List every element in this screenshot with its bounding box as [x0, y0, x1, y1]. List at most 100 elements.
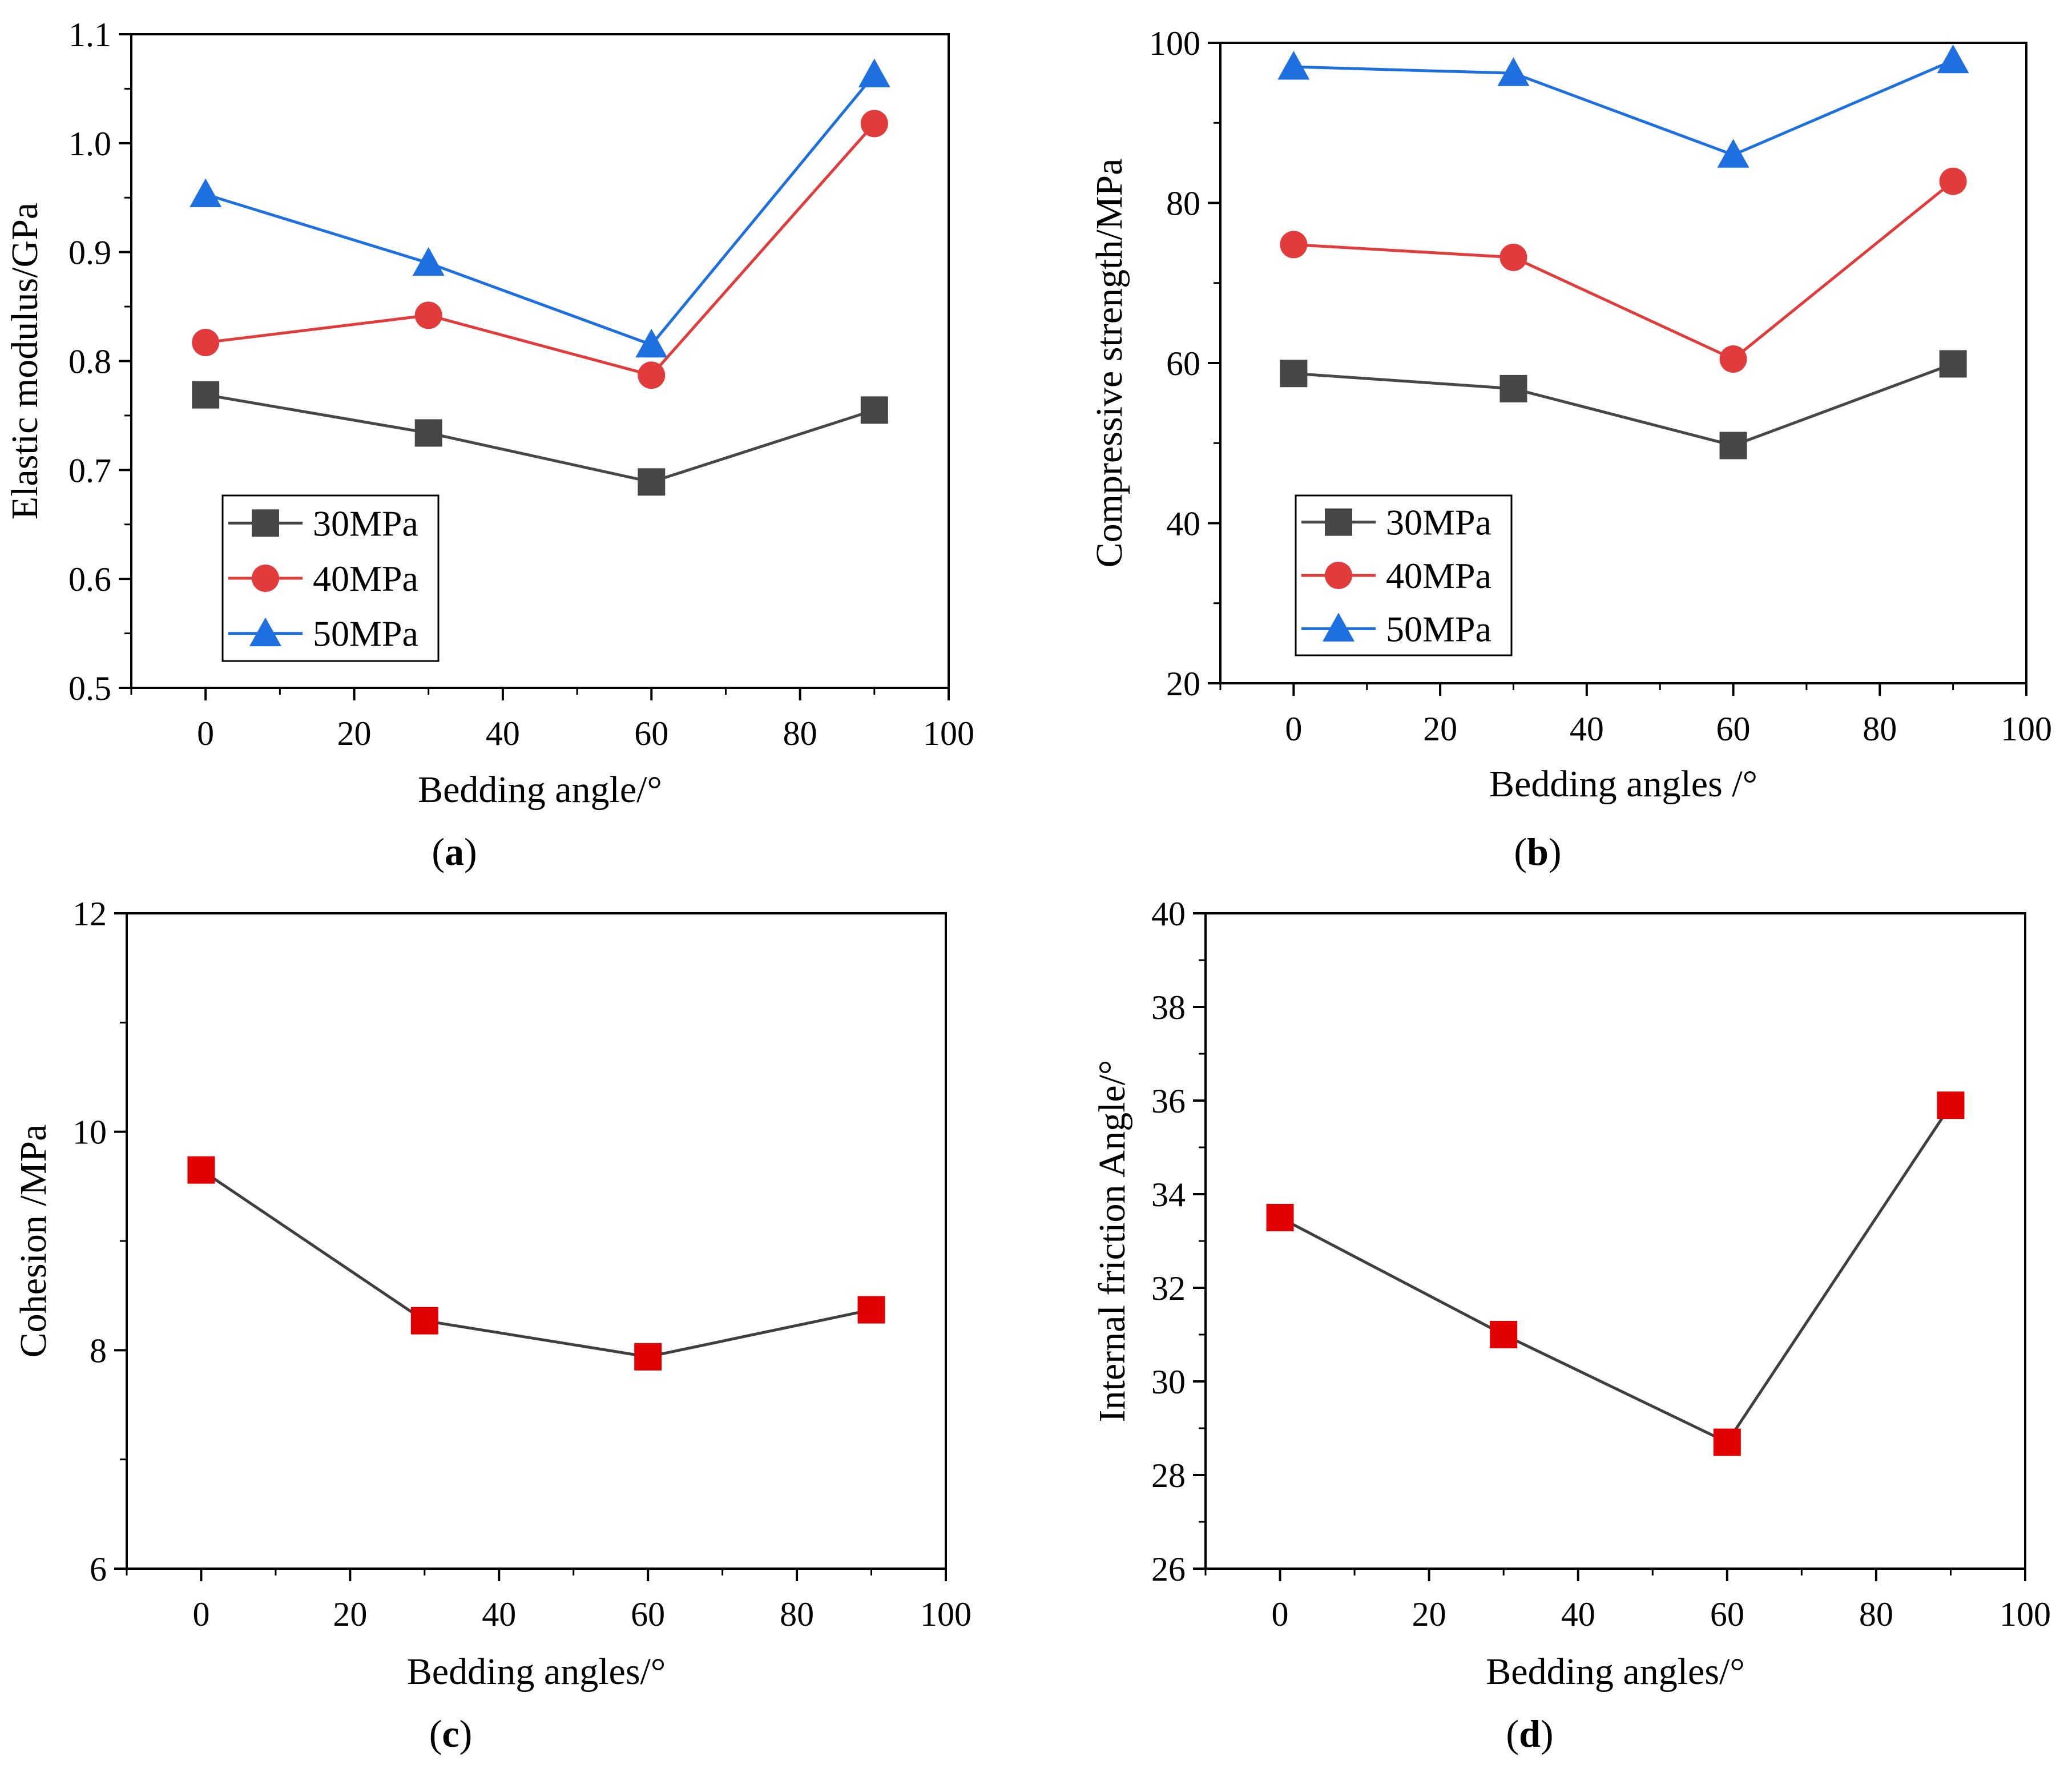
x-tick-label: 40: [482, 1595, 516, 1633]
legend-item: 40MPa: [1301, 555, 1491, 596]
data-point: [858, 58, 890, 88]
legend-item: 50MPa: [228, 614, 418, 654]
y-tick-label: 0.8: [68, 343, 111, 381]
x-axis-label: Bedding angle/°: [418, 769, 662, 811]
series-internal-friction-angle: [1266, 1091, 1965, 1456]
x-tick-label: 100: [920, 1595, 971, 1633]
x-axis-label: Bedding angles/°: [1486, 1651, 1745, 1693]
data-point: [1937, 44, 1969, 74]
data-point: [860, 110, 888, 138]
y-tick-label: 1.0: [68, 125, 111, 163]
panel-d: 0 20 40 60 80 100 26 28 30 32 34 36 38 40 Bedding angl…: [1091, 895, 2051, 1755]
y-axis-label: Cohesion /MPa: [13, 1125, 54, 1358]
legend-label: 30MPa: [313, 503, 418, 543]
data-point: [1937, 1091, 1965, 1119]
data-point: [857, 1296, 885, 1324]
legend-label: 50MPa: [313, 614, 418, 654]
legend-label: 30MPa: [1386, 502, 1491, 543]
panel-b: 0 20 40 60 80 100 20 40 60 80 100 Bedding angles /°…: [1089, 25, 2052, 873]
y-axis-label: Elastic modulus/GPa: [4, 203, 46, 519]
x-tick-label: 100: [923, 715, 974, 752]
data-point: [410, 1307, 438, 1335]
x-tick-label: 60: [1710, 1595, 1744, 1633]
panel-label: (c): [429, 1712, 473, 1755]
panel-label: (a): [432, 830, 477, 873]
y-tick-label: 36: [1151, 1082, 1186, 1120]
data-point: [1499, 374, 1527, 402]
x-tick-label: 80: [780, 1595, 814, 1633]
x-tick-label: 60: [1716, 710, 1751, 748]
data-point: [638, 468, 666, 496]
y-tick-label: 0.9: [68, 234, 111, 272]
y-tick-label: 0.6: [68, 561, 111, 598]
y-tick-label: 80: [1166, 185, 1200, 223]
x-axis-label: Bedding angles/°: [407, 1651, 666, 1693]
data-point: [1717, 139, 1749, 168]
y-tick-label: 40: [1166, 505, 1200, 543]
series-line: [205, 74, 876, 346]
legend: 30MPa 40MPa 50MPa: [1295, 494, 1513, 656]
legend-item: 30MPa: [228, 503, 418, 543]
data-point: [190, 178, 222, 207]
legend-item: 40MPa: [228, 558, 418, 599]
series-50mpa: [1277, 44, 1969, 168]
y-axis-label: Compressive strength/MPa: [1089, 159, 1130, 568]
data-point: [414, 301, 442, 329]
y-tick-label: 60: [1166, 345, 1200, 382]
data-point: [1490, 1321, 1518, 1348]
y-tick-label: 0.5: [68, 670, 111, 707]
legend-marker: [1323, 613, 1355, 642]
data-point: [192, 381, 220, 409]
series-50mpa: [190, 58, 890, 358]
x-tick-label: 0: [197, 715, 214, 752]
y-tick-label: 20: [1166, 665, 1200, 703]
y-tick-label: 40: [1151, 895, 1186, 933]
data-point: [1280, 231, 1308, 259]
data-point: [638, 361, 666, 389]
x-tick-label: 0: [1272, 1595, 1289, 1633]
series-30mpa: [192, 381, 888, 496]
data-point: [1497, 57, 1530, 86]
y-axis-label: Internal friction Angle/°: [1091, 1060, 1133, 1423]
series-line: [1279, 1104, 1952, 1444]
x-tick-label: 80: [1863, 710, 1897, 748]
series-40mpa: [192, 110, 888, 389]
data-point: [187, 1156, 215, 1184]
y-tick-label: 8: [90, 1332, 107, 1369]
x-tick-label: 20: [333, 1595, 367, 1633]
data-point: [412, 247, 445, 276]
legend-marker: [1325, 508, 1352, 536]
y-tick-label: 12: [72, 895, 107, 933]
series-line: [205, 122, 876, 377]
x-tick-label: 0: [1285, 710, 1302, 748]
x-tick-label: 40: [1570, 710, 1604, 748]
x-tick-label: 60: [634, 715, 668, 752]
panel-a: 0 20 40 60 80 100 0.5 0.6 0.7 0.8 0.9 1.0 1.1 Bedding…: [4, 16, 974, 873]
series-line: [1293, 59, 1954, 157]
x-tick-label: 20: [337, 715, 372, 752]
y-tick-label: 28: [1151, 1457, 1186, 1494]
data-point: [1939, 167, 1967, 195]
y-tick-label: 10: [72, 1114, 107, 1151]
x-tick-label: 40: [486, 715, 520, 752]
panel-label: (d): [1506, 1712, 1553, 1755]
x-tick-label: 20: [1412, 1595, 1446, 1633]
y-tick-label: 0.7: [68, 452, 111, 489]
x-tick-label: 80: [1859, 1595, 1893, 1633]
series-30mpa: [1280, 350, 1967, 460]
series-cohesion: [187, 1156, 885, 1371]
legend-marker: [1325, 562, 1352, 589]
y-tick-label: 26: [1151, 1550, 1186, 1588]
y-tick-label: 6: [90, 1550, 107, 1588]
x-tick-label: 80: [783, 715, 817, 752]
legend-marker: [249, 617, 281, 647]
data-point: [414, 419, 442, 447]
legend-label: 50MPa: [1386, 609, 1491, 649]
x-tick-label: 0: [192, 1595, 209, 1633]
legend-label: 40MPa: [1386, 555, 1491, 596]
y-tick-label: 100: [1149, 25, 1200, 62]
series-line: [1293, 180, 1954, 361]
legend-label: 40MPa: [313, 558, 418, 599]
x-tick-label: 20: [1423, 710, 1457, 748]
